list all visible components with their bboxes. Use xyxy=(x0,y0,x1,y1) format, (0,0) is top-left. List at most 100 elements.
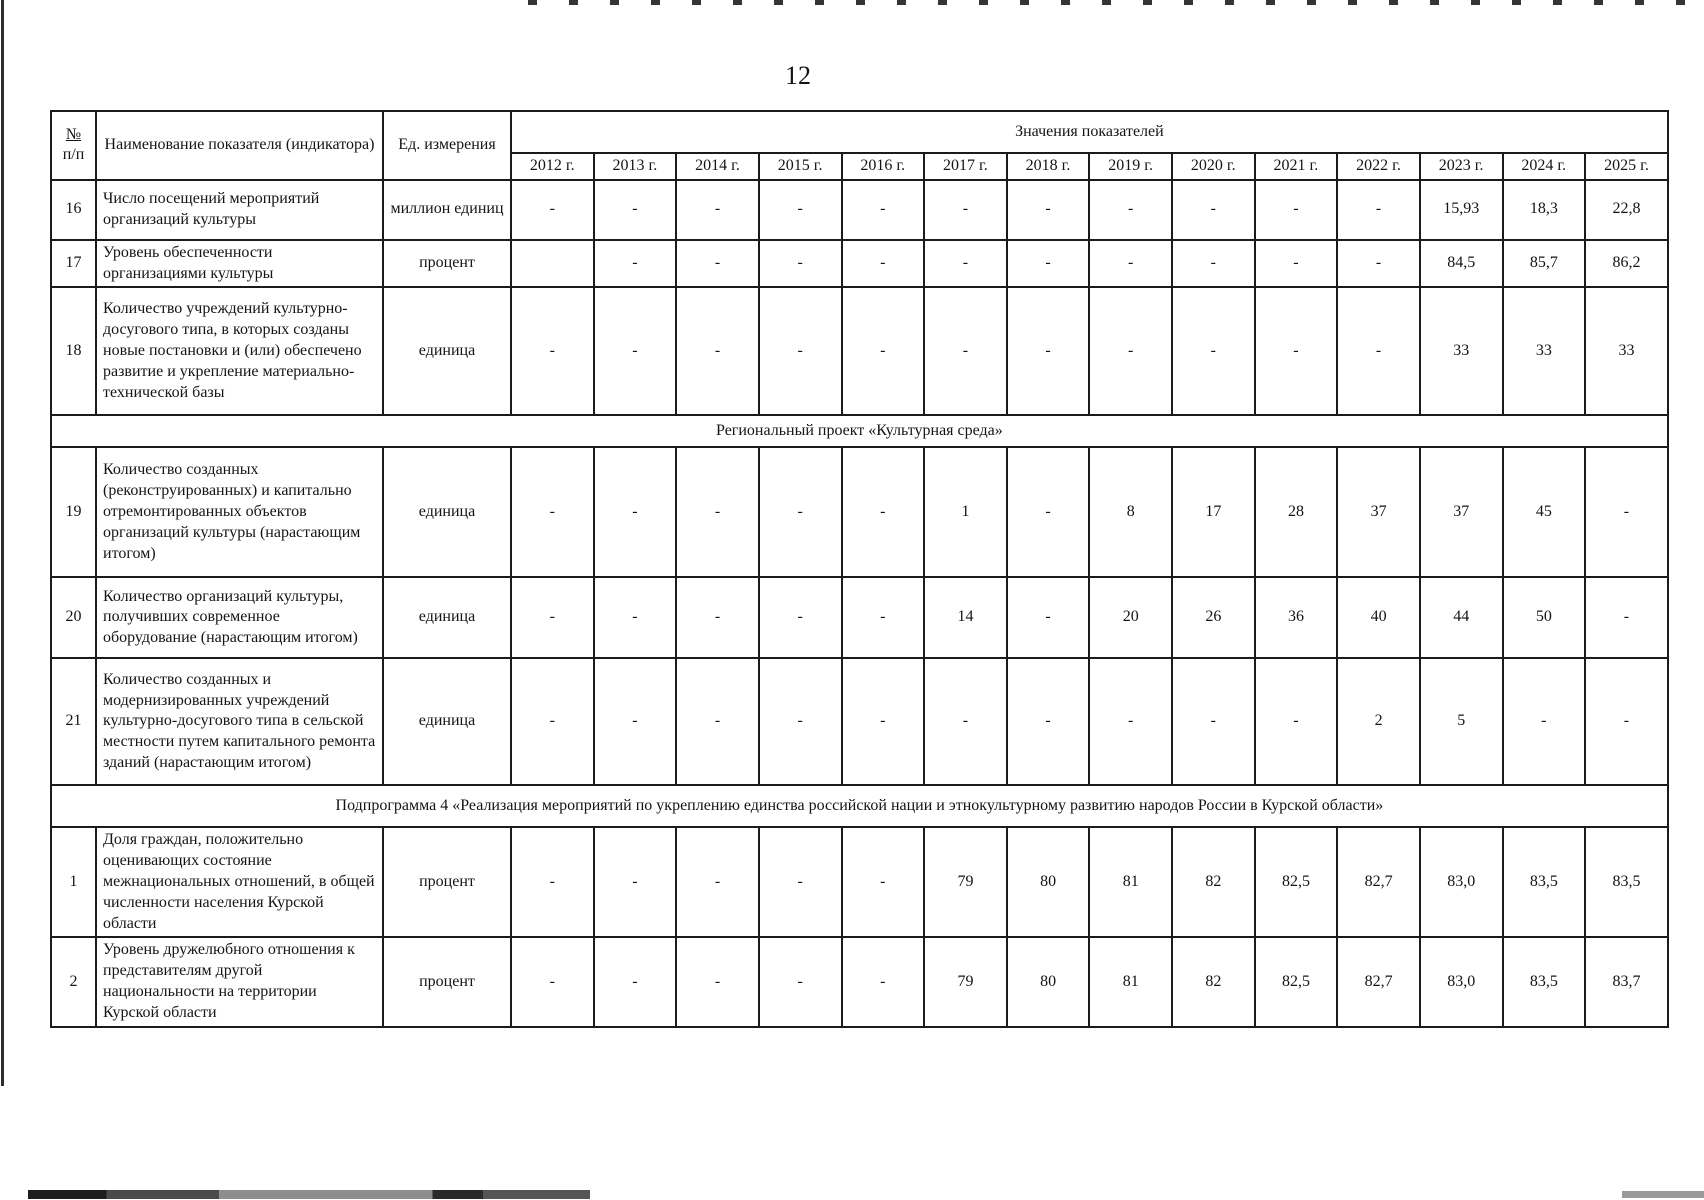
indicator-value: - xyxy=(675,576,760,660)
column-header-indicator-name: Наименование показателя (индикатора) xyxy=(95,110,384,181)
section-header-row: Подпрограмма 4 «Реализация мероприятий п… xyxy=(50,784,1669,829)
indicator-value: - xyxy=(592,286,678,417)
indicator-value: 15,93 xyxy=(1418,178,1504,241)
column-header-year: 2025 г. xyxy=(1584,152,1669,181)
indicator-unit: миллион единиц xyxy=(382,178,512,241)
indicator-value: - xyxy=(1253,178,1339,241)
indicator-value: - xyxy=(923,178,1008,241)
indicator-value: - xyxy=(923,286,1008,417)
indicator-value: 83,5 xyxy=(1501,936,1587,1028)
indicator-number: 21 xyxy=(50,657,97,787)
indicator-value: - xyxy=(840,178,926,241)
indicator-value: - xyxy=(1584,657,1669,787)
indicator-value: - xyxy=(757,657,843,787)
indicator-value: 1 xyxy=(923,446,1008,579)
indicator-value: - xyxy=(510,178,595,241)
indicator-value: 5 xyxy=(1418,657,1504,787)
section-title: Региональный проект «Культурная среда» xyxy=(50,414,1669,449)
indicator-value: 2 xyxy=(1336,657,1421,787)
section-title: Подпрограмма 4 «Реализация мероприятий п… xyxy=(50,784,1669,829)
indicator-row: 20 Количество организаций культуры, получ… xyxy=(50,576,1669,660)
indicator-value: 80 xyxy=(1005,936,1091,1028)
header-row-years: 2012 г. 2013 г. 2014 г. 2015 г. 2016 г. 2017 … xyxy=(51,152,1669,181)
indicator-value: - xyxy=(1005,238,1091,289)
indicator-value: 37 xyxy=(1336,446,1421,579)
indicator-value: 20 xyxy=(1088,576,1173,660)
indicator-unit: процент xyxy=(382,238,512,289)
indicator-name: Доля граждан, положительно оценивающих с… xyxy=(95,826,384,939)
column-header-year: 2015 г. xyxy=(757,152,843,181)
scan-artifact-bottom-right xyxy=(1622,1191,1704,1198)
indicator-name: Количество созданных и модернизированных… xyxy=(95,657,384,787)
indicator-value: 83,0 xyxy=(1418,936,1504,1028)
indicator-value: 86,2 xyxy=(1584,238,1669,289)
indicator-value: - xyxy=(1005,657,1091,787)
indicator-value: - xyxy=(1005,446,1091,579)
page-number: 12 xyxy=(785,61,811,90)
column-header-year: 2019 г. xyxy=(1088,152,1173,181)
indicator-value: - xyxy=(1171,286,1256,417)
indicator-row: 21 Количество созданных и модернизированн… xyxy=(50,657,1669,787)
column-header-year: 2022 г. xyxy=(1336,152,1421,181)
indicator-value: - xyxy=(675,238,760,289)
indicator-value: - xyxy=(1336,178,1421,241)
indicator-value: 14 xyxy=(923,576,1008,660)
indicator-value: - xyxy=(510,446,595,579)
indicator-value: 37 xyxy=(1418,446,1504,579)
indicator-unit: единица xyxy=(382,286,512,417)
indicator-value: 44 xyxy=(1418,576,1504,660)
indicator-unit: единица xyxy=(382,446,512,579)
indicator-value: 80 xyxy=(1005,826,1091,939)
indicator-value: - xyxy=(1088,657,1173,787)
indicator-value: 33 xyxy=(1418,286,1504,417)
indicator-value: - xyxy=(840,576,926,660)
indicator-value: - xyxy=(1005,576,1091,660)
column-header-year: 2014 г. xyxy=(675,152,760,181)
indicator-value: 81 xyxy=(1088,936,1173,1028)
indicator-value: - xyxy=(510,286,595,417)
column-header-year: 2020 г. xyxy=(1171,152,1256,181)
header-row-top: № п/п Наименование показателя (индикатора)… xyxy=(50,110,1669,181)
indicator-value: - xyxy=(1253,286,1339,417)
indicator-value: - xyxy=(592,576,678,660)
column-header-year: 2016 г. xyxy=(840,152,926,181)
column-header-year: 2024 г. xyxy=(1501,152,1587,181)
indicator-row: 18 Количество учреждений культурно-досуго… xyxy=(50,286,1669,417)
indicator-value: - xyxy=(1501,657,1587,787)
indicator-value: 82 xyxy=(1171,936,1256,1028)
indicator-value: - xyxy=(510,657,595,787)
indicator-value: 18,3 xyxy=(1501,178,1587,241)
column-header-number: № п/п xyxy=(50,110,97,181)
indicator-value: 82,5 xyxy=(1253,936,1339,1028)
indicator-name: Количество созданных (реконструированных… xyxy=(95,446,384,579)
indicator-value: - xyxy=(1005,178,1091,241)
indicator-value: 33 xyxy=(1584,286,1669,417)
indicator-value: 82,5 xyxy=(1253,826,1339,939)
table-body: 16 Число посещений мероприятий организаци… xyxy=(50,178,1669,1028)
indicator-value: - xyxy=(675,936,760,1028)
indicator-value: 82 xyxy=(1171,826,1256,939)
indicator-number: 18 xyxy=(50,286,97,417)
column-header-unit: Ед. измерения xyxy=(382,110,512,181)
indicator-name: Уровень обеспеченности организациями кул… xyxy=(95,238,384,289)
indicator-unit: процент xyxy=(382,936,512,1028)
indicator-value: 83,5 xyxy=(1501,826,1587,939)
indicator-value: 17 xyxy=(1171,446,1256,579)
indicator-value xyxy=(510,238,595,289)
indicator-value: 82,7 xyxy=(1336,936,1421,1028)
scan-artifact-left-line xyxy=(1,0,4,1086)
indicator-value: - xyxy=(592,657,678,787)
indicator-value: 81 xyxy=(1088,826,1173,939)
indicator-number: 2 xyxy=(50,936,97,1028)
column-header-year: 2018 г. xyxy=(1005,152,1091,181)
indicator-name: Уровень дружелюбного отношения к предста… xyxy=(95,936,384,1028)
indicator-value: - xyxy=(675,446,760,579)
indicator-unit: единица xyxy=(382,576,512,660)
indicator-value: - xyxy=(592,826,678,939)
indicator-value: 83,5 xyxy=(1584,826,1669,939)
indicator-value: - xyxy=(840,826,926,939)
indicator-row: 16 Число посещений мероприятий организаци… xyxy=(50,178,1669,241)
indicator-value: 26 xyxy=(1171,576,1256,660)
indicator-value: - xyxy=(1584,446,1669,579)
indicator-number: 20 xyxy=(50,576,97,660)
